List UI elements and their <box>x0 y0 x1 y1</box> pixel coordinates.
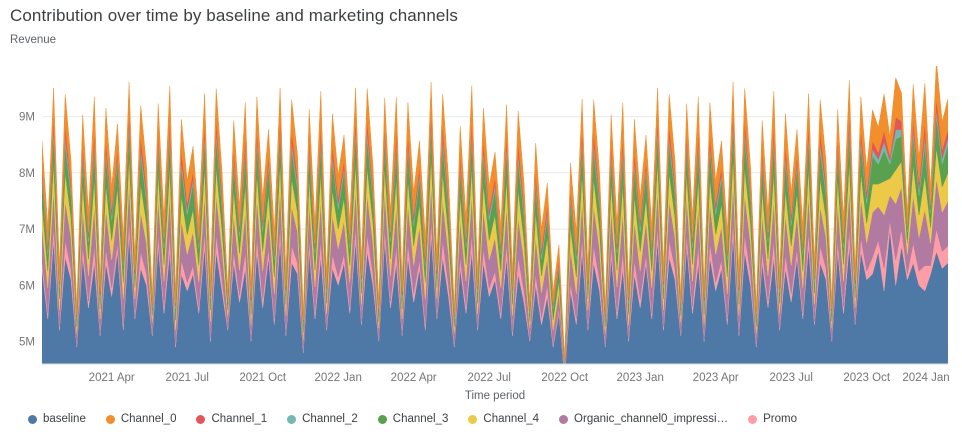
x-tick-label: 2022 Apr <box>391 372 437 384</box>
legend-dot-channel_4 <box>468 414 478 424</box>
x-tick-label: 2021 Jul <box>165 372 208 384</box>
legend-item-promo[interactable]: Promo <box>748 413 797 425</box>
legend-item-channel_3[interactable]: Channel_3 <box>377 413 449 425</box>
legend-dot-channel_0 <box>105 414 115 424</box>
plot-area: 5M 6M 7M 8M 9M 2021 Apr 2021 Jul 2021 Oct 2022 J… <box>19 61 950 384</box>
area-channel_0[interactable] <box>42 61 948 363</box>
legend-item-channel_4[interactable]: Channel_4 <box>468 413 539 425</box>
x-tick-label: 2023 Apr <box>693 372 739 384</box>
y-tick-label: 9M <box>19 112 35 124</box>
legend-label-channel_2: Channel_2 <box>302 413 358 425</box>
x-tick-label: 2022 Jul <box>467 372 510 384</box>
x-tick-label: 2023 Jul <box>769 372 812 384</box>
legend-label-channel_1: Channel_1 <box>211 413 268 425</box>
legend-item-channel_0[interactable]: Channel_0 <box>105 413 177 425</box>
x-axis-title: Time period <box>464 390 526 402</box>
legend-item-channel_1[interactable]: Channel_1 <box>196 413 267 425</box>
y-tick-label: 7M <box>19 224 35 236</box>
y-tick-label: 8M <box>19 168 35 180</box>
legend-item-channel_2[interactable]: Channel_2 <box>287 413 358 425</box>
legend-dot-promo <box>748 414 758 424</box>
legend-label-channel_0: Channel_0 <box>120 413 177 425</box>
legend-dot-channel_3 <box>377 414 387 424</box>
legend-label-promo: Promo <box>763 413 797 425</box>
legend-dot-channel_2 <box>287 414 297 424</box>
y-axis-title: Revenue <box>10 34 57 46</box>
legend-label-baseline: baseline <box>43 413 86 425</box>
x-tick-label: 2023 Oct <box>843 372 890 384</box>
legend-item-baseline[interactable]: baseline <box>28 413 86 425</box>
y-tick-label: 6M <box>19 280 35 292</box>
legend-label-organic_channel0_impressions: Organic_channel0_impressi… <box>574 413 729 425</box>
x-tick-label: 2021 Oct <box>239 372 286 384</box>
legend: baseline Channel_0 Channel_1 Channel_2 Chann… <box>28 413 797 425</box>
legend-dot-channel_1 <box>196 414 206 424</box>
x-tick-label: 2022 Jan <box>315 372 362 384</box>
x-tick-label: 2024 Jan <box>902 372 949 384</box>
x-tick-label: 2021 Apr <box>89 372 135 384</box>
legend-label-channel_3: Channel_3 <box>392 413 449 425</box>
legend-dot-organic_channel0_impressions <box>559 414 569 424</box>
legend-label-channel_4: Channel_4 <box>483 413 540 425</box>
legend-dot-baseline <box>28 414 37 424</box>
x-tick-label: 2023 Jan <box>617 372 664 384</box>
x-tick-label: 2022 Oct <box>541 372 588 384</box>
chart-title: Contribution over time by baseline and m… <box>10 6 458 25</box>
y-tick-label: 5M <box>19 337 35 349</box>
series-group <box>42 61 948 364</box>
legend-item-organic_channel0_impressions[interactable]: Organic_channel0_impressi… <box>559 413 728 425</box>
